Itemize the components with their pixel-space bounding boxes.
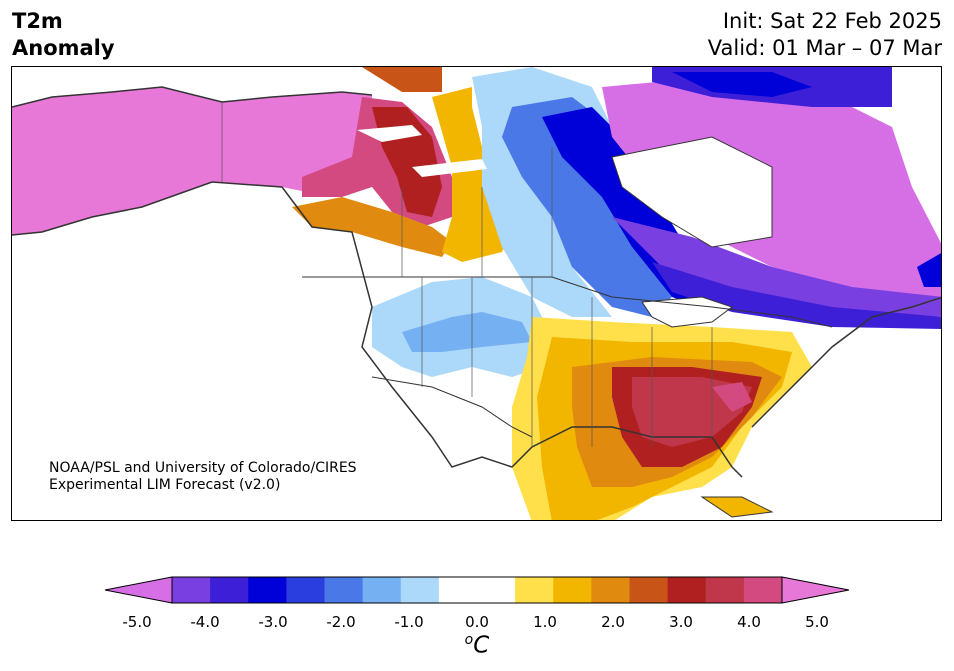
cold-anomaly-western-us-core (402, 312, 532, 352)
colorbar-cell (210, 577, 249, 603)
us-canada-border (302, 276, 833, 328)
north-america-coastline (12, 86, 941, 478)
warm-anomaly-orange-band (292, 197, 452, 257)
colorbar-cell (629, 577, 669, 603)
colorbar-tick-label: -3.0 (258, 613, 288, 631)
cold-anomaly-blue-band (652, 262, 941, 329)
cold-anomaly-violet-band (612, 217, 941, 317)
colorbar-cell (553, 577, 592, 603)
colorbar-cell (515, 577, 554, 603)
title-line-1: T2m (12, 9, 63, 33)
colorbar (104, 576, 850, 604)
anomaly-map (11, 66, 942, 521)
forecast-dates: Init: Sat 22 Feb 2025 Valid: 01 Mar – 07… (708, 8, 942, 62)
colorbar-tick-label: -2.0 (326, 613, 356, 631)
colorbar-tick-label: -1.0 (394, 613, 424, 631)
colorbar-cell (286, 577, 325, 603)
title-line-2: Anomaly (12, 36, 115, 60)
colorbar-cell (248, 577, 287, 603)
credit-line-1: NOAA/PSL and University of Colorado/CIRE… (49, 460, 357, 476)
colorbar-cell (400, 577, 440, 603)
colorbar-cell (438, 577, 478, 603)
great-slave-lake (412, 159, 487, 177)
map-title: T2m Anomaly (12, 8, 115, 62)
credit-line-2: Experimental LIM Forecast (v2.0) (49, 477, 281, 493)
colorbar-cell (477, 577, 516, 603)
unit-text: C (473, 632, 490, 659)
us-mexico-border (371, 376, 533, 438)
warm-anomaly-carolina-spot (712, 382, 752, 412)
cuba (700, 496, 774, 518)
colorbar-tick-label: 2.0 (601, 613, 625, 631)
colorbar-cells (172, 577, 783, 603)
province-lines (221, 102, 713, 447)
valid-range: Valid: 01 Mar – 07 Mar (707, 36, 942, 60)
colorbar-tick-label: 5.0 (805, 613, 829, 631)
colorbar-tick-label: -5.0 (122, 613, 152, 631)
colorbar-cell (172, 577, 211, 603)
colorbar-right-arrow (781, 576, 850, 604)
colorbar-cell (591, 577, 630, 603)
init-date: Init: Sat 22 Feb 2025 (722, 9, 942, 33)
cold-anomaly-blue (502, 97, 672, 317)
colorbar-left-arrow (104, 576, 173, 604)
warm-anomaly-yellow-band (432, 87, 512, 262)
colorbar-cell (362, 577, 402, 603)
unit-degree: o (464, 632, 474, 648)
colorbar-outline (171, 576, 783, 604)
unit-label: oC (465, 632, 490, 659)
greenland-tip (917, 253, 941, 287)
colorbar-tick-label: 1.0 (533, 613, 557, 631)
colorbar-tick-label: 0.0 (465, 613, 489, 631)
great-bear-lake (357, 125, 422, 142)
credit-text: NOAA/PSL and University of Colorado/CIRE… (49, 460, 357, 494)
colorbar-cell (743, 577, 783, 603)
map-canvas (12, 67, 941, 520)
colorbar-tick-label: 4.0 (737, 613, 761, 631)
cold-anomaly-arctic-core (672, 72, 812, 97)
warm-anomaly-alaska (12, 87, 372, 235)
colorbar-cell (667, 577, 707, 603)
colorbar-tick-label: -4.0 (190, 613, 220, 631)
colorbar-tick-label: 3.0 (669, 613, 693, 631)
colorbar-cell (705, 577, 745, 603)
hudson-bay (611, 136, 773, 248)
colorbar-cell (324, 577, 364, 603)
great-lakes (641, 296, 734, 328)
warm-anomaly-orange-top (362, 67, 442, 92)
